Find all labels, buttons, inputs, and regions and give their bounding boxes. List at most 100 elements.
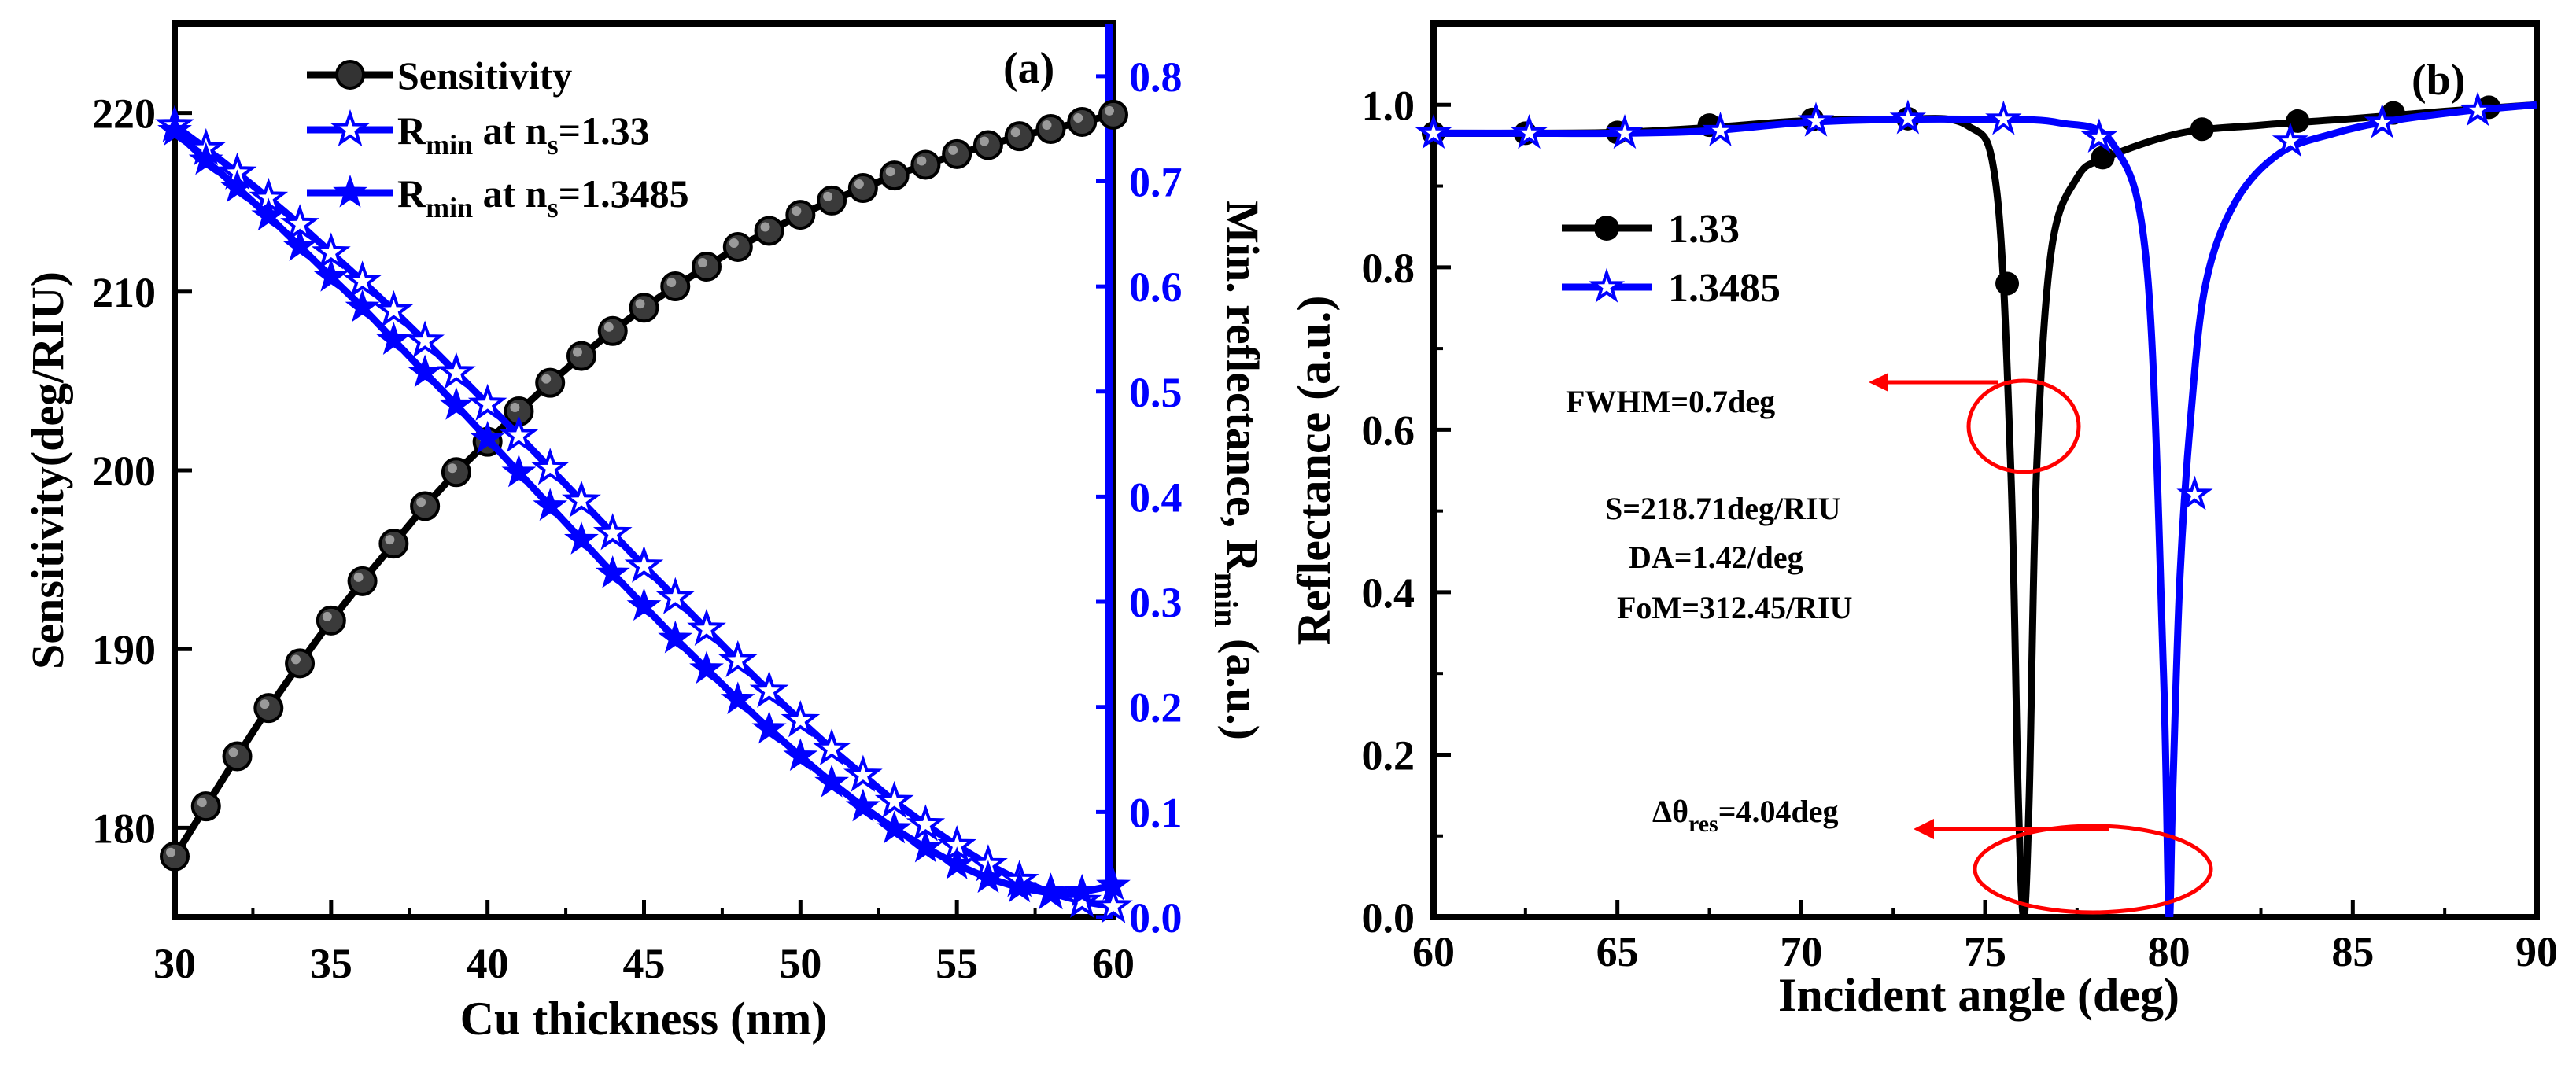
panel-a-left-axis-title: Sensitivity(deg/RIU) <box>22 271 73 669</box>
x-tick-label: 80 <box>2148 928 2190 975</box>
data-point <box>1094 886 1133 923</box>
data-point <box>783 738 818 772</box>
data-point <box>467 383 507 421</box>
panel-b-legend: 1.33 1.3485 <box>1562 207 1781 311</box>
panel-b-frame <box>1430 20 2540 920</box>
data-point-highlight <box>666 277 677 287</box>
data-point <box>222 741 253 772</box>
y-tick-label: 1.0 <box>1362 82 1415 129</box>
left-tick-label: 220 <box>92 90 156 138</box>
data-point-highlight <box>823 191 833 201</box>
data-point <box>972 130 1003 160</box>
x-tick-label: 90 <box>2515 928 2558 975</box>
panel-a-series <box>155 99 1133 923</box>
data-point <box>597 315 628 346</box>
data-point <box>2460 91 2497 127</box>
data-point <box>157 112 192 146</box>
data-point <box>316 605 346 636</box>
data-point <box>1062 880 1102 918</box>
data-point <box>2190 117 2214 142</box>
data-point <box>253 693 284 724</box>
data-point <box>1033 875 1068 908</box>
data-point <box>1606 114 1644 149</box>
data-point <box>814 764 850 798</box>
data-point <box>533 488 568 521</box>
y-tick-label: 0.2 <box>1362 731 1415 779</box>
right-tick-label: 0.0 <box>1129 894 1183 942</box>
sensitivity-annotation: S=218.71deg/RIU <box>1605 491 1841 526</box>
data-point <box>313 259 349 292</box>
data-point-highlight <box>1010 127 1020 138</box>
data-point-highlight <box>854 179 864 190</box>
legend-13485: 1.3485 <box>1562 266 1781 311</box>
x-tick-label: 50 <box>779 940 821 987</box>
data-point-highlight <box>385 535 395 545</box>
fom-annotation: FoM=312.45/RIU <box>1617 590 1852 625</box>
data-point <box>1096 867 1131 901</box>
panel-a-legend: Sensitivity Rmin at ns=1.33 Rmin at ns=1… <box>307 53 689 223</box>
panel-a-x-ticks: 30 35 40 45 50 55 60 <box>153 900 1135 987</box>
data-point <box>942 138 972 169</box>
series-line <box>1434 101 2537 917</box>
legend-rmin-133-label: Rmin at ns=1.33 <box>397 109 650 160</box>
legend-rmin-133: Rmin at ns=1.33 <box>307 109 650 160</box>
data-point <box>437 352 476 389</box>
data-point <box>751 710 787 744</box>
data-point <box>629 293 659 323</box>
data-point-highlight <box>760 222 770 232</box>
data-point <box>1985 100 2022 135</box>
data-point <box>499 415 539 453</box>
data-point <box>658 620 693 654</box>
fwhm-annotation: FWHM=0.7deg <box>1566 384 1775 419</box>
data-point <box>1797 101 1835 137</box>
data-point <box>342 260 382 298</box>
data-point <box>1702 111 1739 147</box>
data-point <box>785 200 816 230</box>
x-tick-label: 60 <box>1092 940 1135 987</box>
data-point <box>285 648 316 679</box>
data-point <box>251 197 286 231</box>
right-tick-label: 0.6 <box>1129 263 1183 311</box>
x-tick-label: 75 <box>1964 928 2006 975</box>
x-tick-label: 30 <box>153 940 196 987</box>
series-2 <box>157 112 1131 908</box>
data-point <box>624 545 664 583</box>
data-point-highlight <box>541 374 552 384</box>
data-point <box>908 829 943 863</box>
data-point <box>595 555 630 588</box>
data-point <box>1035 114 1066 145</box>
right-tick-label: 0.4 <box>1129 474 1183 521</box>
data-point <box>1098 99 1128 130</box>
data-point-highlight <box>698 257 708 267</box>
data-point <box>1004 121 1035 152</box>
data-point <box>845 788 880 822</box>
panel-a-right-axis-title-sub: min <box>1207 573 1243 628</box>
y-tick-label: 0.6 <box>1362 407 1415 454</box>
legend-filled-star-icon <box>333 174 367 208</box>
x-tick-label: 85 <box>2331 928 2374 975</box>
data-point <box>749 670 789 708</box>
data-point <box>722 232 753 262</box>
left-tick-label: 210 <box>92 269 156 316</box>
data-point <box>879 160 910 191</box>
panel-a-right-ticks: 0.0 0.1 0.2 0.3 0.4 0.5 0.6 0.7 0.8 <box>1096 53 1183 942</box>
data-point <box>2272 122 2309 157</box>
data-point <box>2091 146 2115 170</box>
data-point <box>190 791 221 822</box>
fwhm-arrow-head <box>1869 373 1888 392</box>
data-point <box>441 457 471 488</box>
data-point <box>2364 103 2401 138</box>
data-point <box>660 271 691 301</box>
data-point <box>564 521 599 555</box>
data-point <box>1065 873 1100 907</box>
fwhm-circle <box>1966 378 2081 474</box>
delta-circle <box>1973 824 2213 915</box>
data-point-highlight <box>792 206 802 216</box>
left-tick-label: 190 <box>92 626 156 673</box>
data-point <box>405 320 445 358</box>
data-point-highlight <box>729 238 739 248</box>
data-point-highlight <box>291 654 301 665</box>
data-point <box>347 566 378 596</box>
data-point <box>812 728 851 766</box>
data-point <box>1415 114 1452 149</box>
